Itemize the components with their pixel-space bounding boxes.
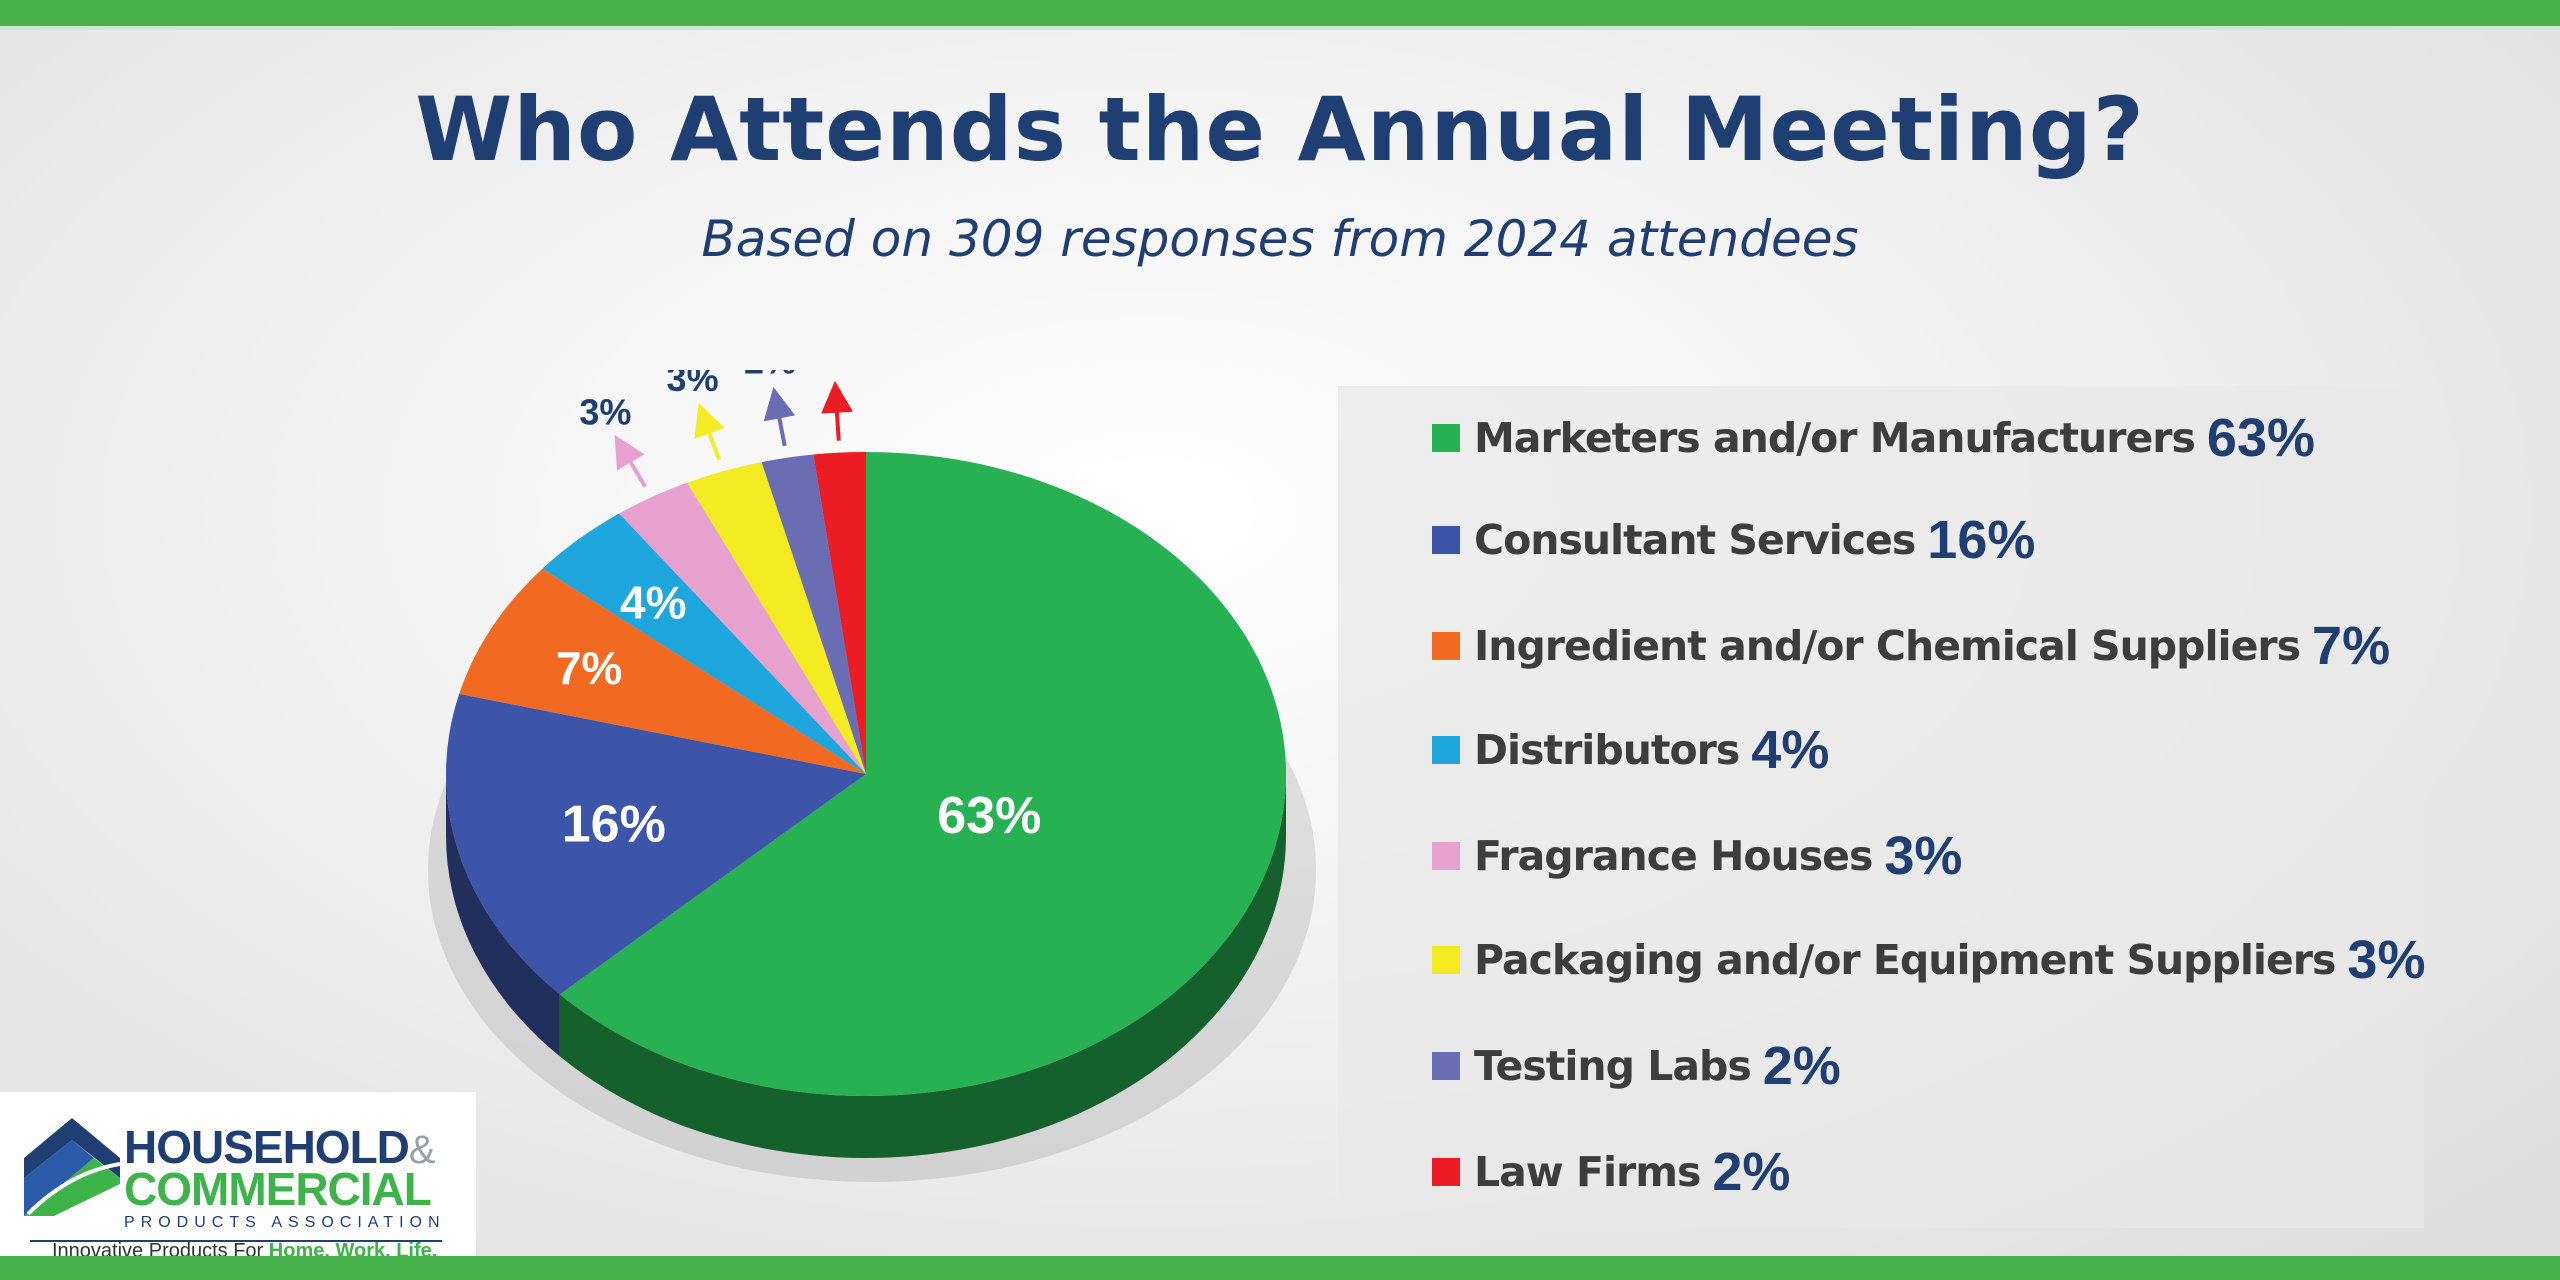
legend-percent-fragrance-houses: 3% <box>1884 826 1963 886</box>
legend-swatch-ingredient-and-or-chemical-suppliers <box>1432 632 1460 660</box>
legend-swatch-distributors <box>1432 736 1460 764</box>
legend-swatch-packaging-and-or-equipment-suppliers <box>1432 946 1460 974</box>
legend-label-marketers-and-or-manufacturers: Marketers and/or Manufacturers <box>1474 414 2196 462</box>
pie-callout-label-testing-labs: 2% <box>744 370 796 381</box>
legend-label-packaging-and-or-equipment-suppliers: Packaging and/or Equipment Suppliers <box>1474 936 2336 984</box>
pie-slice-ingredient-and-or-chemical-suppliers <box>459 568 866 774</box>
page-subtitle: Based on 309 responses from 2024 attende… <box>701 210 1859 268</box>
pie-chart: 63% 16% 7% 4% 3% 3% 2% 2% <box>428 370 1316 1182</box>
page-title: Who Attends the Annual Meeting? <box>415 78 2145 181</box>
legend-item-testing-labs: Testing Labs 2% <box>1432 1026 1841 1106</box>
legend-percent-consultant-services: 16% <box>1927 510 2036 570</box>
legend-swatch-testing-labs <box>1432 1052 1460 1080</box>
logo-line-commercial: COMMERCIAL <box>124 1163 432 1215</box>
pie-callout-arrow-fragrance-houses <box>614 434 647 488</box>
pie-side-marketers-and-or-manufacturers <box>559 774 1286 1158</box>
pie-slice-consultant-services <box>445 693 866 995</box>
pie-slice-fragrance-houses <box>619 482 866 774</box>
logo-line-household: HOUSEHOLD& <box>124 1121 436 1173</box>
legend-label-law-firms: Law Firms <box>1474 1148 1701 1196</box>
legend-label-consultant-services: Consultant Services <box>1474 516 1916 564</box>
pie-slice-law-firms <box>813 452 866 774</box>
legend-panel <box>1338 386 2424 1228</box>
legend-percent-packaging-and-or-equipment-suppliers: 3% <box>2347 930 2426 990</box>
legend-swatch-fragrance-houses <box>1432 842 1460 870</box>
legend-item-ingredient-and-or-chemical-suppliers: Ingredient and/or Chemical Suppliers 7% <box>1432 606 2390 686</box>
pie-top <box>445 452 1286 1096</box>
legend-label-ingredient-and-or-chemical-suppliers: Ingredient and/or Chemical Suppliers <box>1474 622 2301 670</box>
logo-ampersand: & <box>408 1128 436 1172</box>
legend-percent-law-firms: 2% <box>1712 1142 1791 1202</box>
logo-line-association: PRODUCTS ASSOCIATION <box>124 1214 446 1231</box>
bottom-accent-bar <box>0 1256 2560 1280</box>
pie-slice-distributors <box>542 513 866 774</box>
legend-label-fragrance-houses: Fragrance Houses <box>1474 832 1873 880</box>
pie-side-walls <box>446 774 1286 1158</box>
legend-item-fragrance-houses: Fragrance Houses 3% <box>1432 816 1962 896</box>
pie-callout-arrow-packaging-and-or-equipment-suppliers <box>694 403 725 461</box>
pie-callout-arrow-law-firms <box>821 380 853 441</box>
house-logo-icon <box>24 1118 120 1216</box>
logo-divider <box>30 1240 442 1242</box>
top-accent-bar <box>0 0 2560 26</box>
legend-percent-distributors: 4% <box>1751 720 1830 780</box>
legend-percent-testing-labs: 2% <box>1762 1036 1841 1096</box>
legend-swatch-consultant-services <box>1432 526 1460 554</box>
pie-slice-marketers-and-or-manufacturers <box>559 452 1286 1096</box>
top-accent-line <box>0 26 2560 30</box>
pie-label-consultant-services: 16% <box>562 796 666 854</box>
pie-slice-testing-labs <box>761 454 866 774</box>
legend-label-testing-labs: Testing Labs <box>1474 1042 1752 1090</box>
pie-callout-arrow-testing-labs <box>763 386 796 447</box>
pie-label-marketers-and-or-manufacturers: 63% <box>937 787 1041 845</box>
pie-callout-label-fragrance-houses: 3% <box>579 391 631 432</box>
legend-percent-ingredient-and-or-chemical-suppliers: 7% <box>2312 616 2391 676</box>
pie-callout-label-packaging-and-or-equipment-suppliers: 3% <box>667 370 719 399</box>
pie-slice-packaging-and-or-equipment-suppliers <box>687 462 866 774</box>
pie-label-ingredient-and-or-chemical-suppliers: 7% <box>556 642 622 694</box>
pie-label-distributors: 4% <box>620 576 686 628</box>
legend-swatch-law-firms <box>1432 1158 1460 1186</box>
legend-label-distributors: Distributors <box>1474 726 1740 774</box>
legend-item-marketers-and-or-manufacturers: Marketers and/or Manufacturers 63% <box>1432 398 2315 478</box>
legend-item-distributors: Distributors 4% <box>1432 710 1829 790</box>
pie-callout-label-law-firms: 2% <box>808 370 860 375</box>
legend-item-packaging-and-or-equipment-suppliers: Packaging and/or Equipment Suppliers 3% <box>1432 920 2425 1000</box>
legend-item-law-firms: Law Firms 2% <box>1432 1132 1790 1212</box>
legend-swatch-marketers-and-or-manufacturers <box>1432 424 1460 452</box>
legend-percent-marketers-and-or-manufacturers: 63% <box>2206 408 2315 468</box>
pie-side-consultant-services <box>446 774 560 1057</box>
legend-item-consultant-services: Consultant Services 16% <box>1432 500 2035 580</box>
